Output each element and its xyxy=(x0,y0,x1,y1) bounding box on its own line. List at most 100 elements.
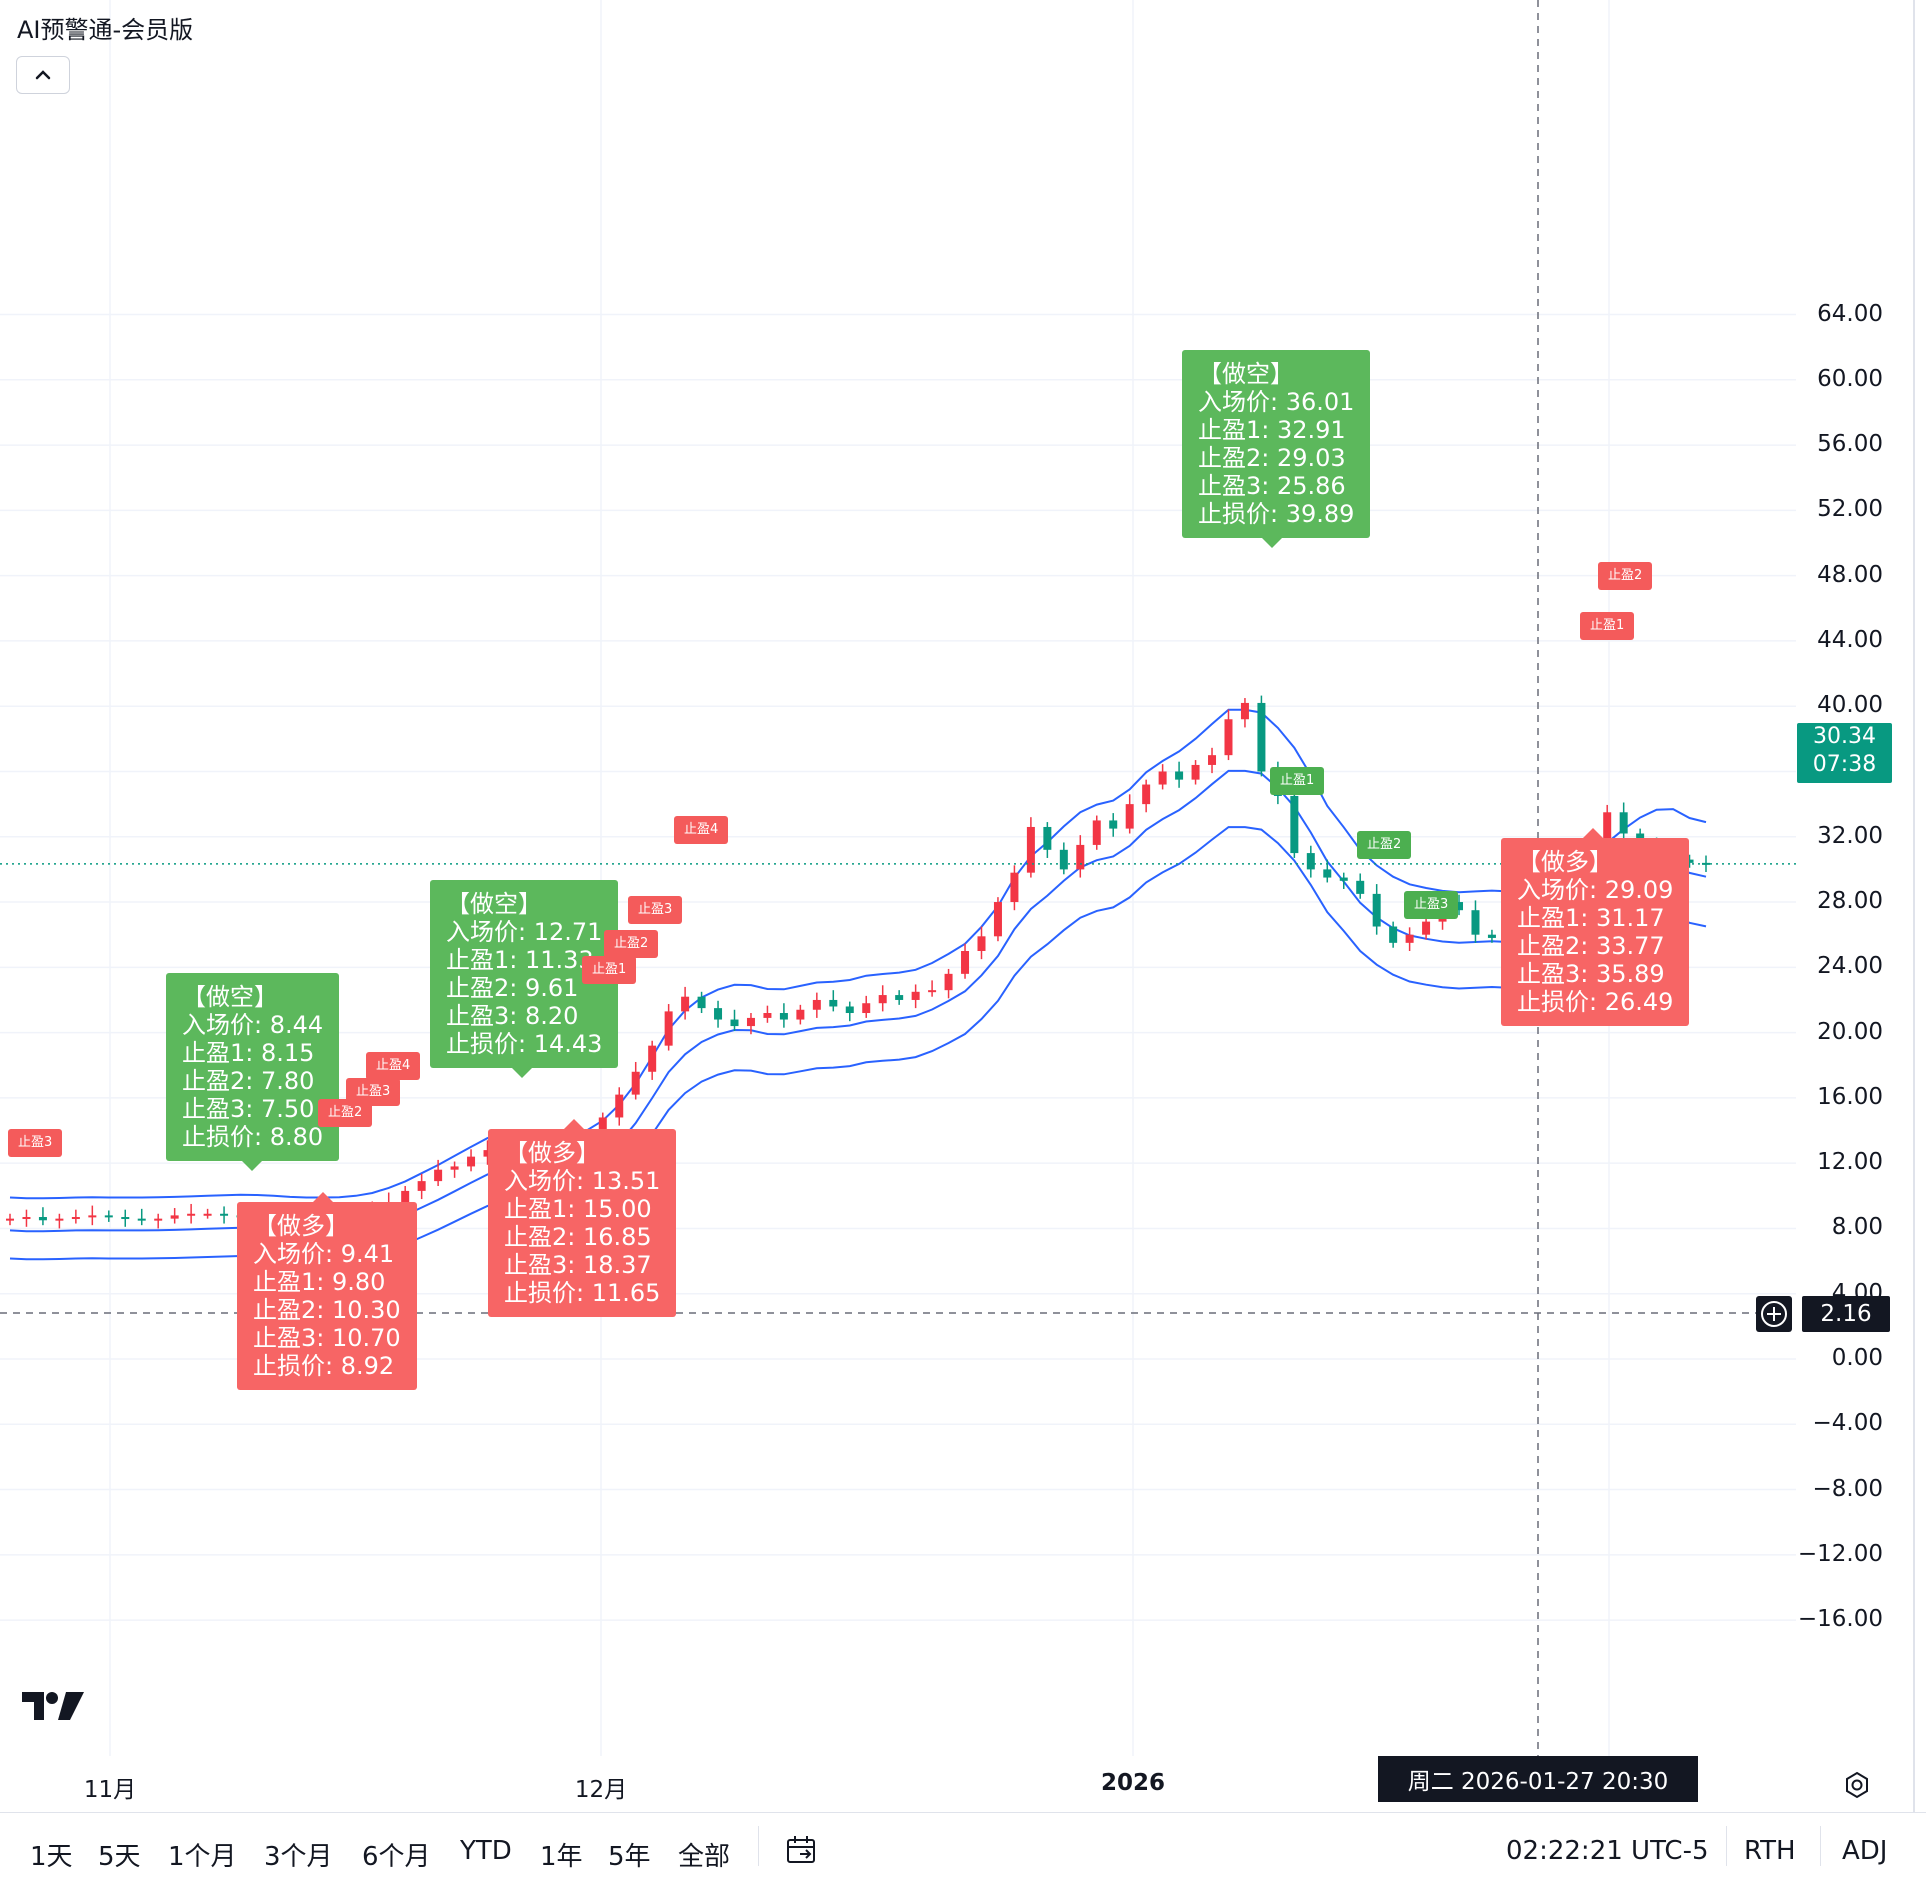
candle-body xyxy=(1356,880,1365,894)
callout-line: 止盈1: 15.00 xyxy=(504,1195,652,1223)
candle-body xyxy=(1487,934,1496,938)
callout-line: 止损价: 8.80 xyxy=(182,1123,324,1151)
candle-body xyxy=(911,991,920,1000)
add-alert-button[interactable] xyxy=(1756,1296,1792,1332)
callout-heading: 【做多】 xyxy=(253,1212,349,1240)
time-axis-label: 11月 xyxy=(83,1777,137,1803)
callout-line: 止盈2: 16.85 xyxy=(504,1223,652,1251)
price-axis-label: 60.00 xyxy=(1817,365,1883,392)
toolbar-divider xyxy=(758,1826,759,1866)
callout-line: 止盈3: 8.20 xyxy=(446,1002,579,1030)
crosshair-price-label: 2.16 xyxy=(1802,1296,1890,1332)
price-axis-label: −16.00 xyxy=(1797,1606,1883,1633)
bar-countdown: 07:38 xyxy=(1812,752,1877,777)
candle-body xyxy=(829,999,838,1007)
date-range-calendar-icon[interactable] xyxy=(784,1832,820,1868)
long-signal-callout: 【做多】 入场价: 29.09 止盈1: 31.17 止盈2: 33.77 止盈3: 3… xyxy=(1501,828,1690,1026)
callout-line: 止损价: 39.89 xyxy=(1198,500,1355,528)
callout-pointer xyxy=(512,1068,532,1078)
range-button[interactable]: 全部 xyxy=(678,1842,731,1872)
take-profit-marker: 止盈3 xyxy=(346,1078,401,1106)
callout-line: 止盈1: 31.17 xyxy=(1517,904,1665,932)
candle-body xyxy=(22,1217,31,1220)
range-button[interactable]: YTD xyxy=(460,1836,512,1866)
candle-body xyxy=(862,1003,871,1014)
candle-body xyxy=(763,1013,772,1018)
candle-body xyxy=(1240,702,1249,720)
range-button[interactable]: 1年 xyxy=(540,1842,583,1872)
price-axis-label: 52.00 xyxy=(1817,496,1883,523)
range-button[interactable]: 6个月 xyxy=(362,1842,431,1872)
take-profit-marker: 止盈4 xyxy=(366,1052,421,1080)
candle-body xyxy=(1092,820,1101,845)
callout-line: 止盈3: 10.70 xyxy=(253,1324,401,1352)
adjust-toggle[interactable]: ADJ xyxy=(1842,1836,1888,1866)
candle-body xyxy=(104,1215,113,1218)
crosshair-time-label: 周二 2026-01-27 20:30 xyxy=(1378,1756,1698,1802)
plus-circle-icon xyxy=(1761,1301,1787,1327)
candle-body xyxy=(1059,849,1068,870)
callout-line: 入场价: 13.51 xyxy=(504,1167,661,1195)
candle-body xyxy=(1471,910,1480,935)
price-axis-label: 48.00 xyxy=(1817,561,1883,588)
short-signal-callout: 【做空】 入场价: 8.44 止盈1: 8.15 止盈2: 7.80 止盈3: 7.50… xyxy=(166,973,340,1171)
short-signal-callout: 【做空】 入场价: 12.71 止盈1: 11.33 止盈2: 9.61 止盈3: 8.… xyxy=(430,880,619,1078)
candle-body xyxy=(1455,902,1464,911)
session-toggle[interactable]: RTH xyxy=(1744,1836,1796,1866)
candle-body xyxy=(450,1166,459,1170)
range-button[interactable]: 3个月 xyxy=(264,1842,333,1872)
candle-body xyxy=(1339,877,1348,881)
settings-gear-icon[interactable] xyxy=(1842,1770,1872,1800)
indicator-title: AI预警通-会员版 xyxy=(17,16,194,44)
range-button[interactable]: 1个月 xyxy=(168,1842,237,1872)
callout-line: 止盈3: 25.86 xyxy=(1198,472,1346,500)
candle-body xyxy=(681,996,690,1012)
trend-band-line xyxy=(9,708,1707,1200)
callout-line: 止损价: 8.92 xyxy=(253,1352,395,1380)
collapse-button[interactable] xyxy=(16,56,70,94)
candle-body xyxy=(434,1169,443,1182)
price-axis-label: 20.00 xyxy=(1817,1018,1883,1045)
callout-pointer xyxy=(1583,828,1603,838)
tradingview-logo-icon[interactable] xyxy=(22,1690,86,1722)
short-signal-callout: 【做空】 入场价: 36.01 止盈1: 32.91 止盈2: 29.03 止盈3: 2… xyxy=(1182,350,1371,548)
price-axis-label: −12.00 xyxy=(1797,1540,1883,1567)
clock-timezone[interactable]: 02:22:21 UTC-5 xyxy=(1506,1836,1709,1866)
range-button[interactable]: 5年 xyxy=(608,1842,651,1872)
take-profit-marker: 止盈1 xyxy=(1270,767,1325,795)
callout-line: 止盈3: 35.89 xyxy=(1517,960,1665,988)
price-axis-label: 24.00 xyxy=(1817,953,1883,980)
candle-body xyxy=(1619,812,1628,834)
range-button[interactable]: 1天 xyxy=(30,1842,73,1872)
price-axis-label: 12.00 xyxy=(1817,1149,1883,1176)
price-axis-label: 0.00 xyxy=(1831,1345,1883,1371)
candle-body xyxy=(1290,795,1299,854)
take-profit-marker: 止盈3 xyxy=(1404,891,1459,919)
callout-line: 止盈1: 8.15 xyxy=(182,1039,315,1067)
candle-body xyxy=(796,1009,805,1020)
range-button[interactable]: 5天 xyxy=(98,1842,141,1872)
candle-body xyxy=(170,1215,179,1219)
callout-line: 止盈1: 32.91 xyxy=(1198,416,1346,444)
candle-body xyxy=(895,995,904,1000)
callout-line: 止盈1: 11.33 xyxy=(446,946,594,974)
candle-body xyxy=(993,902,1002,937)
candle-body xyxy=(1109,820,1118,829)
callout-pointer xyxy=(564,1119,584,1129)
candle-body xyxy=(1010,872,1019,903)
toolbar-divider xyxy=(1820,1826,1821,1866)
candle-body xyxy=(1372,893,1381,927)
candle-body xyxy=(1026,826,1035,873)
price-axis-label: 28.00 xyxy=(1817,888,1883,915)
candle-body xyxy=(1306,853,1315,870)
callout-line: 入场价: 9.41 xyxy=(253,1240,395,1268)
take-profit-marker: 止盈1 xyxy=(1580,612,1635,640)
candle-body xyxy=(88,1215,97,1218)
candle-body xyxy=(746,1017,755,1027)
candle-body xyxy=(1142,784,1151,805)
candle-body xyxy=(631,1071,640,1095)
take-profit-marker: 止盈4 xyxy=(674,816,729,844)
candle-body xyxy=(137,1218,146,1221)
candle-body xyxy=(697,996,706,1009)
candle-body xyxy=(1208,755,1217,765)
